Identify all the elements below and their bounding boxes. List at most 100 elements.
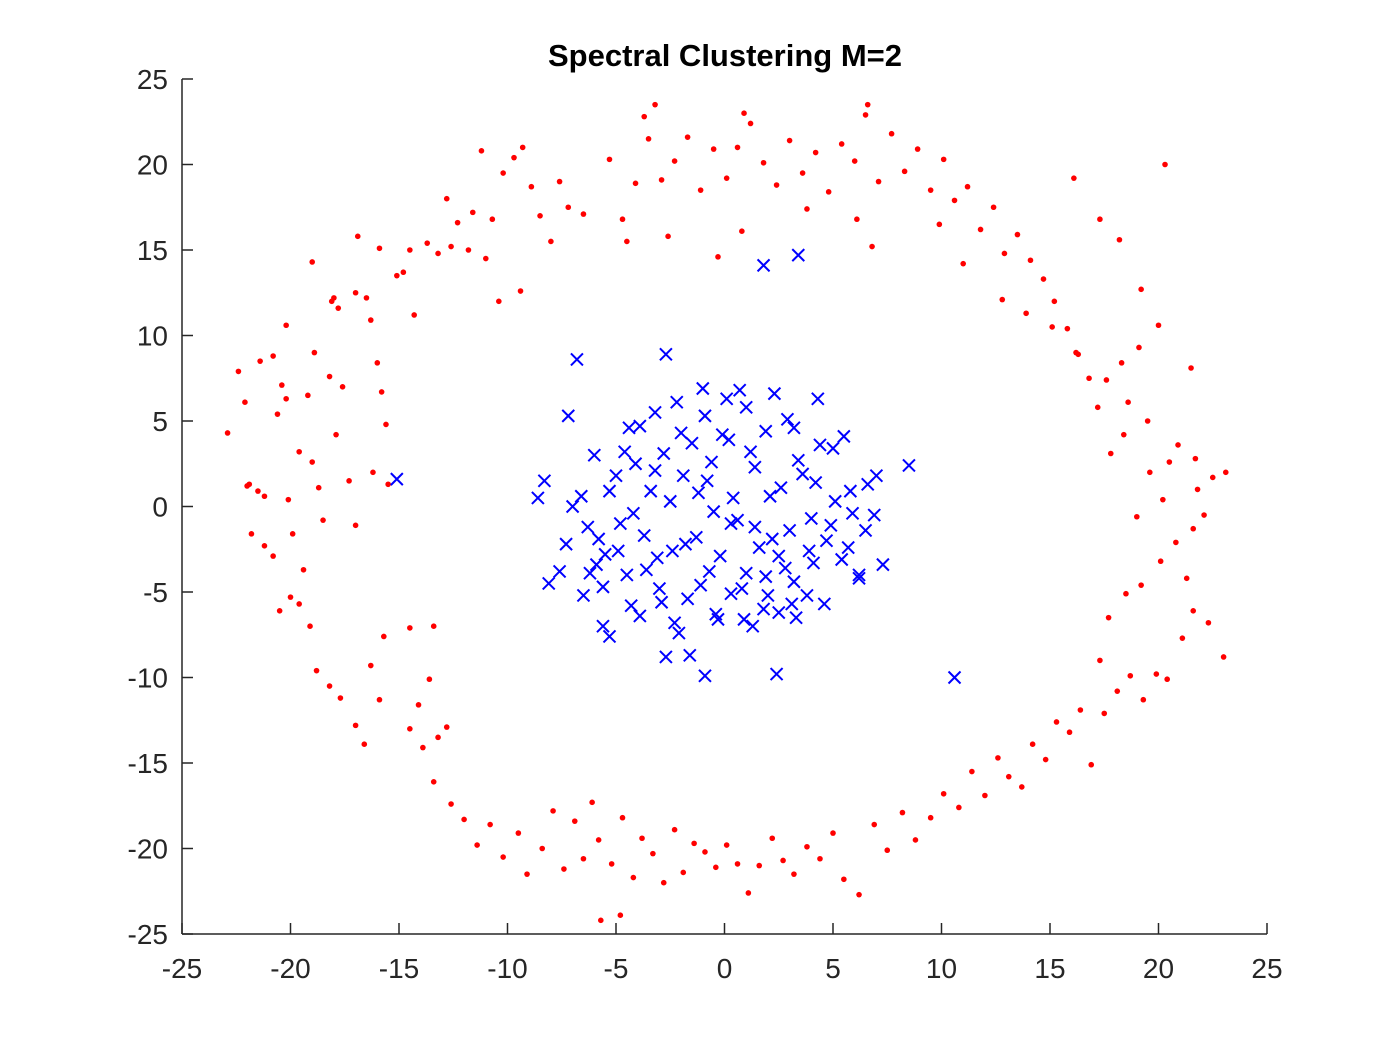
data-point-dot: [1153, 671, 1160, 677]
data-point-x: [811, 392, 825, 406]
data-point-dot: [804, 843, 810, 850]
x-tick-label: -20: [270, 953, 310, 984]
data-point-x: [611, 544, 625, 558]
data-point-dot: [780, 857, 786, 864]
data-point-dot: [660, 879, 667, 886]
data-point-x: [782, 523, 797, 538]
data-point-dot: [550, 808, 556, 814]
data-point-dot: [448, 243, 454, 250]
data-point-x: [817, 597, 832, 611]
data-point-dot: [639, 835, 645, 842]
data-point-dot: [255, 488, 261, 494]
data-point-dot: [515, 830, 522, 836]
data-point-dot: [1136, 344, 1142, 351]
x-tick-label: 20: [1143, 953, 1174, 984]
data-point-dot: [956, 804, 962, 811]
data-point-dot: [912, 837, 919, 843]
data-point-dot: [838, 141, 845, 147]
data-point-dot: [1118, 360, 1125, 366]
data-point-dot: [305, 392, 311, 399]
x-tick-label: 15: [1034, 953, 1065, 984]
data-point-x: [819, 533, 834, 548]
y-tick-label: 10: [137, 321, 168, 352]
data-point-dot: [580, 211, 587, 217]
data-point-x: [748, 520, 762, 534]
data-point-x: [672, 626, 686, 640]
data-point-dot: [1097, 216, 1103, 223]
data-point-x: [730, 513, 745, 527]
data-point-dot: [478, 148, 485, 154]
data-point-dot: [1166, 459, 1173, 465]
data-point-dot: [244, 483, 250, 489]
data-point-dot: [1097, 657, 1103, 664]
data-point-dot: [1138, 286, 1144, 293]
data-point-dot: [1064, 325, 1071, 332]
data-point-x: [683, 648, 697, 662]
data-point-dot: [830, 830, 836, 836]
data-point-dot: [854, 216, 860, 223]
data-point-dot: [565, 204, 572, 211]
data-point-x: [806, 556, 821, 570]
data-point-dot: [862, 112, 869, 118]
data-point-dot: [435, 250, 441, 257]
data-point-dot: [1049, 324, 1055, 330]
data-point-x: [602, 484, 617, 498]
data-point-dot: [875, 178, 882, 185]
data-point-dot: [1005, 773, 1012, 780]
data-point-dot: [352, 522, 359, 529]
data-point-dot: [370, 469, 376, 476]
data-point-dot: [786, 137, 793, 144]
data-point-x: [752, 540, 766, 555]
data-point-x: [598, 547, 612, 562]
data-point-dot: [851, 158, 858, 164]
data-point-x: [628, 457, 643, 471]
data-point-dot: [361, 741, 368, 747]
data-point-dot: [1188, 365, 1194, 371]
data-point-dot: [936, 221, 943, 228]
data-point-dot: [969, 768, 975, 775]
data-point-dot: [352, 722, 359, 729]
data-point-dot: [1140, 696, 1147, 703]
data-point-x: [780, 412, 795, 426]
data-point-x: [837, 429, 851, 444]
data-point-dot: [224, 430, 231, 436]
data-point-dot: [1138, 582, 1144, 588]
data-point-x: [609, 469, 623, 483]
data-point-dot: [671, 158, 678, 164]
data-point-x: [759, 424, 773, 438]
data-point-x: [659, 347, 673, 362]
data-point-dot: [285, 496, 292, 503]
data-point-x: [852, 568, 866, 582]
data-point-dot: [1192, 455, 1199, 462]
data-point-dot: [394, 272, 400, 279]
data-point-dot: [769, 835, 776, 842]
data-point-x: [648, 405, 662, 420]
data-point-x: [800, 588, 814, 603]
data-point-dot: [927, 814, 934, 821]
data-point-x: [772, 549, 786, 563]
data-point-x: [787, 575, 801, 589]
data-point-dot: [339, 384, 346, 390]
data-point-dot: [747, 120, 754, 127]
data-point-dot: [320, 517, 326, 523]
data-point-dot: [426, 676, 433, 683]
data-point-dot: [799, 170, 806, 176]
data-point-dot: [1183, 575, 1190, 582]
data-point-dot: [407, 625, 413, 631]
x-tick-label: -10: [487, 953, 527, 984]
data-point-x: [778, 561, 792, 575]
data-point-x: [791, 453, 805, 468]
data-point-x: [785, 597, 799, 611]
data-point-x: [743, 445, 758, 459]
data-point-x: [639, 563, 654, 577]
data-point-x: [622, 421, 636, 435]
data-point-x: [674, 426, 688, 440]
data-point-dot: [517, 288, 524, 294]
data-point-dot: [1042, 756, 1049, 763]
data-point-x: [795, 467, 810, 481]
data-point-dot: [1209, 474, 1216, 481]
data-point-x: [704, 455, 719, 469]
data-point-x: [722, 433, 736, 447]
data-point-x: [706, 504, 721, 519]
